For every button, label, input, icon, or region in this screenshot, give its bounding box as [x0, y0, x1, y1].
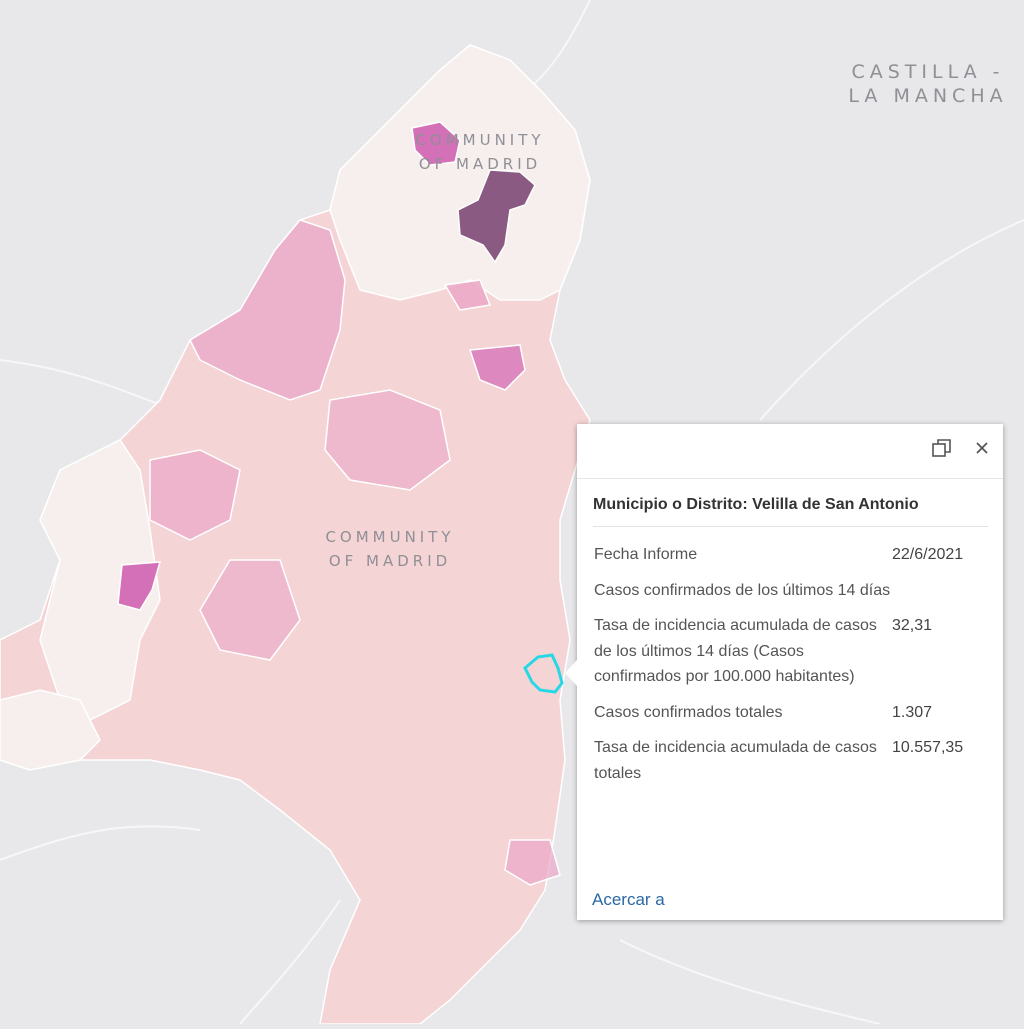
municipality-north-max[interactable]	[457, 169, 536, 264]
popup-title: Municipio o Distrito: Velilla de San Ant…	[593, 496, 988, 527]
table-row: Tasa de incidencia acumulada de casos de…	[594, 611, 988, 698]
municipality-north-high[interactable]	[411, 121, 461, 166]
municipality-west[interactable]	[39, 439, 161, 721]
municipality-highland[interactable]	[189, 219, 346, 401]
attribute-value: 32,31	[892, 617, 933, 634]
zoom-to-link[interactable]: Acercar a	[592, 890, 665, 909]
popup-header	[577, 424, 1003, 479]
attribute-value: 22/6/2021	[892, 546, 964, 563]
attribute-key: Tasa de incidencia acumulada de casos to…	[594, 739, 877, 782]
attribute-key: Fecha Informe	[594, 546, 698, 563]
municipality-north-east[interactable]	[443, 279, 492, 311]
attribute-key: Casos confirmados totales	[594, 703, 783, 721]
municipality-west-high[interactable]	[117, 561, 162, 611]
label-madrid-center: COMMUNITY OF MADRID	[325, 528, 455, 570]
municipality-center-west[interactable]	[149, 449, 241, 541]
municipality-center[interactable]	[324, 389, 451, 491]
attribute-key: Casos confirmados de los últimos 14 días	[594, 581, 891, 599]
close-icon	[974, 440, 990, 461]
selected-municipality-outline[interactable]	[523, 653, 564, 694]
info-popup[interactable]: Municipio o Distrito: Velilla de San Ant…	[565, 424, 1003, 920]
table-row: Casos confirmados de los últimos 14 días	[594, 576, 988, 612]
close-button[interactable]	[970, 438, 994, 462]
label-castilla: CASTILLA - LA MANCHA	[848, 61, 1008, 107]
attribute-table: Fecha Informe 22/6/2021 Casos confirmado…	[594, 540, 988, 794]
table-row: Tasa de incidencia acumulada de casos to…	[594, 733, 988, 794]
table-row: Casos confirmados totales 1.307	[594, 698, 988, 734]
municipality-east-tall[interactable]	[468, 344, 526, 391]
municipality-southwest[interactable]	[0, 689, 101, 771]
attribute-value: 1.307	[892, 703, 933, 721]
attribute-key: Tasa de incidencia acumulada de casos de…	[594, 617, 877, 685]
label-madrid-north: COMMUNITY OF MADRID	[415, 131, 545, 173]
table-row: Fecha Informe 22/6/2021	[594, 540, 988, 576]
popup-pointer	[565, 660, 577, 686]
attribute-value: 10.557,35	[892, 739, 964, 756]
municipality-south-east[interactable]	[504, 839, 561, 886]
maximize-icon	[931, 437, 953, 464]
attribute-value	[892, 576, 988, 612]
maximize-button[interactable]	[930, 438, 954, 462]
municipality-center-south[interactable]	[199, 559, 301, 661]
